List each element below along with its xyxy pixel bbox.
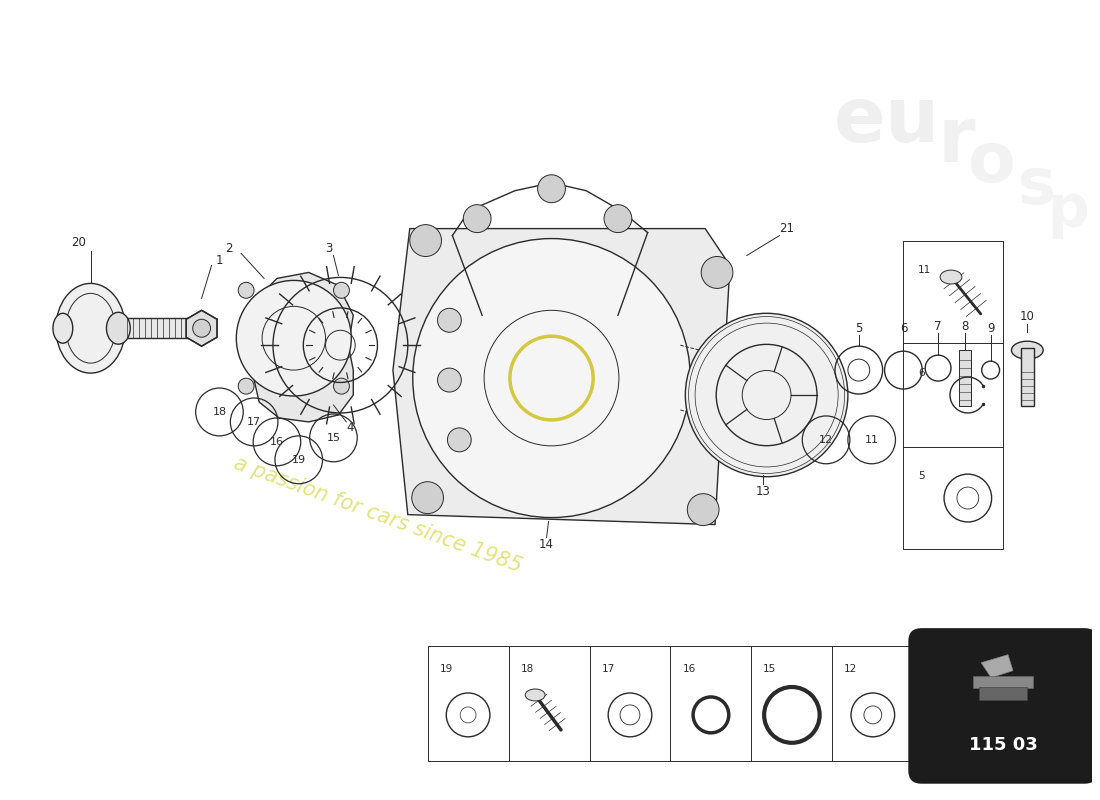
- Bar: [903, 241, 1002, 550]
- Circle shape: [192, 319, 210, 338]
- Bar: [979, 686, 1026, 699]
- Circle shape: [538, 174, 565, 202]
- Bar: [428, 646, 913, 761]
- Ellipse shape: [56, 283, 125, 373]
- Text: 4: 4: [346, 422, 354, 434]
- Text: 5: 5: [855, 322, 862, 334]
- Text: 13: 13: [756, 485, 770, 498]
- Text: 12: 12: [845, 664, 858, 674]
- Text: 21: 21: [779, 222, 794, 235]
- Circle shape: [411, 482, 443, 514]
- Circle shape: [438, 308, 461, 332]
- Ellipse shape: [107, 312, 130, 344]
- Text: 20: 20: [72, 236, 86, 249]
- Ellipse shape: [1011, 342, 1043, 359]
- Ellipse shape: [53, 314, 73, 343]
- Circle shape: [239, 282, 254, 298]
- Circle shape: [604, 205, 631, 233]
- Text: 11: 11: [918, 265, 932, 275]
- Text: s: s: [1018, 154, 1055, 217]
- Ellipse shape: [940, 270, 961, 284]
- Circle shape: [412, 238, 691, 518]
- Text: 17: 17: [602, 664, 615, 674]
- Text: a passion for cars since 1985: a passion for cars since 1985: [231, 453, 525, 576]
- Text: 6: 6: [900, 322, 908, 334]
- Text: p: p: [1047, 182, 1089, 239]
- Circle shape: [438, 368, 461, 392]
- Text: 17: 17: [248, 417, 261, 427]
- Circle shape: [333, 378, 350, 394]
- Polygon shape: [981, 654, 1013, 678]
- Text: 14: 14: [539, 538, 554, 551]
- Ellipse shape: [526, 689, 546, 701]
- Text: 19: 19: [440, 664, 453, 674]
- Circle shape: [688, 494, 719, 526]
- Text: 15: 15: [763, 664, 777, 674]
- Bar: [122, 318, 194, 338]
- Text: 1: 1: [216, 254, 223, 267]
- Text: 115 03: 115 03: [969, 736, 1037, 754]
- Text: 16: 16: [682, 664, 695, 674]
- Text: 7: 7: [934, 320, 942, 333]
- Bar: [959, 350, 971, 406]
- Text: 6: 6: [918, 368, 925, 378]
- Text: 16: 16: [270, 437, 284, 447]
- Circle shape: [236, 281, 351, 396]
- Circle shape: [239, 378, 254, 394]
- Circle shape: [701, 257, 733, 288]
- Bar: [974, 676, 1033, 687]
- Text: eu: eu: [834, 84, 940, 158]
- Polygon shape: [393, 229, 730, 525]
- Text: 18: 18: [212, 407, 227, 417]
- Text: 12: 12: [820, 435, 833, 445]
- Text: 18: 18: [520, 664, 534, 674]
- Circle shape: [333, 282, 350, 298]
- Text: 10: 10: [1020, 310, 1035, 322]
- Bar: [1021, 348, 1034, 406]
- Polygon shape: [251, 273, 353, 422]
- Circle shape: [463, 205, 491, 233]
- Text: 15: 15: [327, 433, 340, 443]
- Text: 8: 8: [961, 320, 968, 333]
- Text: o: o: [968, 130, 1015, 196]
- Polygon shape: [186, 310, 217, 346]
- Text: 3: 3: [324, 242, 332, 255]
- Circle shape: [448, 428, 471, 452]
- FancyBboxPatch shape: [910, 630, 1097, 782]
- Text: 11: 11: [865, 435, 879, 445]
- Text: 5: 5: [918, 471, 925, 481]
- Text: 19: 19: [292, 454, 306, 465]
- Text: 2: 2: [226, 242, 233, 255]
- Text: r: r: [938, 104, 976, 178]
- Text: 9: 9: [987, 322, 994, 334]
- Circle shape: [685, 314, 848, 477]
- Circle shape: [410, 225, 441, 257]
